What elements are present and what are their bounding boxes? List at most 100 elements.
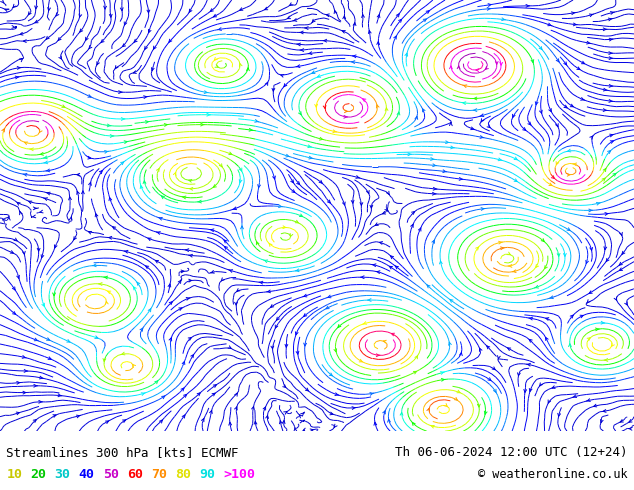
FancyArrowPatch shape <box>108 236 112 239</box>
FancyArrowPatch shape <box>210 9 214 11</box>
FancyArrowPatch shape <box>366 191 369 194</box>
FancyArrowPatch shape <box>280 421 282 424</box>
FancyArrowPatch shape <box>124 141 128 144</box>
FancyArrowPatch shape <box>53 293 55 295</box>
FancyArrowPatch shape <box>492 367 495 369</box>
FancyArrowPatch shape <box>323 39 327 42</box>
FancyArrowPatch shape <box>295 220 299 223</box>
FancyArrowPatch shape <box>69 217 72 220</box>
FancyArrowPatch shape <box>377 42 380 45</box>
FancyArrowPatch shape <box>375 223 378 225</box>
FancyArrowPatch shape <box>327 200 330 203</box>
FancyArrowPatch shape <box>158 218 162 220</box>
FancyArrowPatch shape <box>457 390 460 392</box>
FancyArrowPatch shape <box>552 175 554 178</box>
FancyArrowPatch shape <box>61 105 65 107</box>
FancyArrowPatch shape <box>564 105 567 108</box>
FancyArrowPatch shape <box>189 9 192 12</box>
FancyArrowPatch shape <box>140 328 143 331</box>
FancyArrowPatch shape <box>59 56 61 59</box>
FancyArrowPatch shape <box>148 309 151 312</box>
FancyArrowPatch shape <box>301 430 304 433</box>
FancyArrowPatch shape <box>34 207 37 210</box>
FancyArrowPatch shape <box>30 148 34 151</box>
FancyArrowPatch shape <box>191 355 193 358</box>
FancyArrowPatch shape <box>240 8 243 10</box>
FancyArrowPatch shape <box>415 356 418 359</box>
FancyArrowPatch shape <box>299 31 303 34</box>
FancyArrowPatch shape <box>201 123 204 126</box>
FancyArrowPatch shape <box>13 4 16 8</box>
FancyArrowPatch shape <box>334 424 337 427</box>
Text: 30: 30 <box>55 468 70 481</box>
FancyArrowPatch shape <box>119 91 122 94</box>
FancyArrowPatch shape <box>300 49 304 51</box>
FancyArrowPatch shape <box>255 120 259 122</box>
FancyArrowPatch shape <box>446 141 450 144</box>
FancyArrowPatch shape <box>507 252 510 255</box>
FancyArrowPatch shape <box>470 127 475 130</box>
FancyArrowPatch shape <box>275 325 278 328</box>
FancyArrowPatch shape <box>529 389 532 392</box>
FancyArrowPatch shape <box>224 240 227 243</box>
FancyArrowPatch shape <box>342 30 346 33</box>
FancyArrowPatch shape <box>604 88 607 91</box>
FancyArrowPatch shape <box>408 153 411 156</box>
FancyArrowPatch shape <box>377 354 380 357</box>
FancyArrowPatch shape <box>629 419 632 422</box>
FancyArrowPatch shape <box>214 14 217 17</box>
FancyArrowPatch shape <box>153 46 156 49</box>
FancyArrowPatch shape <box>35 6 37 9</box>
FancyArrowPatch shape <box>351 200 354 203</box>
FancyArrowPatch shape <box>512 114 515 118</box>
FancyArrowPatch shape <box>361 15 365 18</box>
FancyArrowPatch shape <box>433 164 436 167</box>
FancyArrowPatch shape <box>343 16 346 19</box>
FancyArrowPatch shape <box>285 344 288 347</box>
FancyArrowPatch shape <box>29 12 31 15</box>
FancyArrowPatch shape <box>122 44 126 47</box>
FancyArrowPatch shape <box>46 36 49 39</box>
FancyArrowPatch shape <box>20 212 22 215</box>
FancyArrowPatch shape <box>418 228 421 231</box>
FancyArrowPatch shape <box>514 179 517 181</box>
FancyArrowPatch shape <box>370 205 373 208</box>
FancyArrowPatch shape <box>109 197 112 201</box>
FancyArrowPatch shape <box>181 388 184 391</box>
FancyArrowPatch shape <box>329 373 332 376</box>
FancyArrowPatch shape <box>101 40 104 43</box>
FancyArrowPatch shape <box>595 328 599 331</box>
FancyArrowPatch shape <box>157 169 159 171</box>
FancyArrowPatch shape <box>12 25 16 28</box>
FancyArrowPatch shape <box>597 202 600 205</box>
FancyArrowPatch shape <box>476 69 479 72</box>
FancyArrowPatch shape <box>389 267 392 269</box>
FancyArrowPatch shape <box>306 388 308 391</box>
FancyArrowPatch shape <box>202 418 204 422</box>
FancyArrowPatch shape <box>577 67 580 70</box>
FancyArrowPatch shape <box>185 249 189 251</box>
FancyArrowPatch shape <box>486 67 488 69</box>
FancyArrowPatch shape <box>534 286 538 288</box>
FancyArrowPatch shape <box>240 64 242 67</box>
FancyArrowPatch shape <box>377 105 379 108</box>
FancyArrowPatch shape <box>189 254 193 257</box>
FancyArrowPatch shape <box>41 255 44 258</box>
FancyArrowPatch shape <box>217 28 221 30</box>
FancyArrowPatch shape <box>558 413 560 416</box>
FancyArrowPatch shape <box>281 74 284 77</box>
FancyArrowPatch shape <box>536 265 538 268</box>
FancyArrowPatch shape <box>629 427 632 430</box>
FancyArrowPatch shape <box>353 55 356 58</box>
FancyArrowPatch shape <box>296 351 299 354</box>
FancyArrowPatch shape <box>493 389 496 392</box>
FancyArrowPatch shape <box>619 262 623 265</box>
FancyArrowPatch shape <box>564 253 566 256</box>
FancyArrowPatch shape <box>148 238 151 241</box>
Text: 10: 10 <box>6 468 22 481</box>
FancyArrowPatch shape <box>370 392 374 395</box>
FancyArrowPatch shape <box>46 338 49 340</box>
FancyArrowPatch shape <box>540 110 542 113</box>
FancyArrowPatch shape <box>606 258 609 261</box>
FancyArrowPatch shape <box>487 125 490 127</box>
